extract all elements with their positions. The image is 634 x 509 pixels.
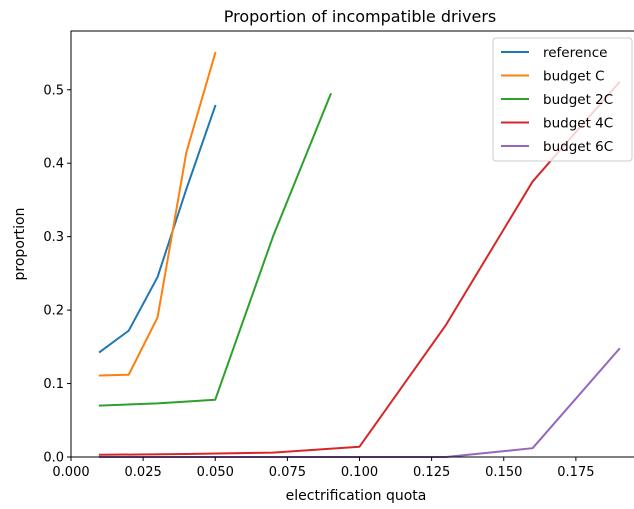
legend: reference budget C budget 2C budget 4C budge… <box>492 37 633 162</box>
legend-box <box>492 37 633 162</box>
y-tick-label: 0.4 <box>43 157 64 172</box>
series-line-1 <box>98 51 217 377</box>
y-tick-label: 0.0 <box>43 451 64 466</box>
x-tick-label: 0.125 <box>413 465 450 480</box>
chart-title: Proportion of incompatible drivers <box>224 7 497 26</box>
y-axis-ticks: 0.0 0.1 0.2 0.3 0.4 0.5 <box>43 83 71 466</box>
legend-label-4: budget 6C <box>543 139 613 155</box>
x-tick-label: 0.175 <box>557 465 594 480</box>
legend-label-3: budget 4C <box>543 116 613 132</box>
y-tick-label: 0.3 <box>43 230 64 245</box>
series-line-2 <box>98 92 332 407</box>
x-tick-label: 0.025 <box>125 465 162 480</box>
x-axis-label: electrification quota <box>286 488 427 504</box>
series-line-0 <box>98 104 217 354</box>
y-axis-label: proportion <box>12 208 28 281</box>
x-tick-label: 0.050 <box>197 465 234 480</box>
y-tick-label: 0.2 <box>43 304 64 319</box>
legend-label-1: budget C <box>543 69 605 85</box>
y-tick-label: 0.1 <box>43 377 64 392</box>
series-line-3 <box>98 80 621 456</box>
legend-label-0: reference <box>543 45 607 61</box>
x-axis-ticks: 0.000 0.025 0.050 0.075 0.100 0.125 0.150 0.175 <box>52 457 594 480</box>
x-tick-label: 0.000 <box>52 465 89 480</box>
x-tick-label: 0.150 <box>485 465 522 480</box>
legend-label-2: budget 2C <box>543 92 613 108</box>
x-tick-label: 0.075 <box>269 465 306 480</box>
x-tick-label: 0.100 <box>341 465 378 480</box>
y-tick-label: 0.5 <box>43 83 64 98</box>
